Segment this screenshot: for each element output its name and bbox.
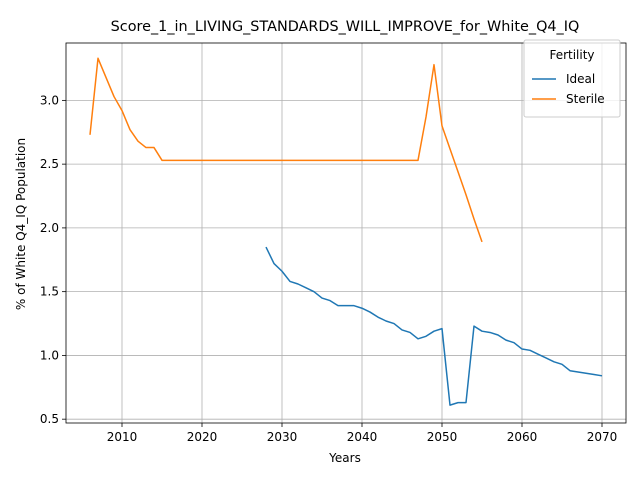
y-axis-ticks: 0.5 1.0 1.5 2.0 2.5 3.0	[40, 93, 66, 426]
x-tick-label: 2070	[587, 430, 618, 444]
legend-items: Ideal Sterile	[532, 72, 605, 106]
x-axis-ticks: 2010 2020 2030 2040 2050 2060 2070	[107, 423, 618, 444]
legend: Fertility Ideal Sterile	[523, 39, 621, 118]
legend-label-ideal: Ideal	[566, 72, 595, 86]
y-tick-label: 1.0	[40, 348, 59, 362]
x-tick-label: 2040	[347, 430, 378, 444]
x-tick-label: 2060	[507, 430, 538, 444]
plot-frame	[65, 42, 627, 424]
x-tick-label: 2050	[427, 430, 458, 444]
y-tick-label: 0.5	[40, 412, 59, 426]
y-tick-label: 2.5	[40, 157, 59, 171]
series-line-ideal	[265, 246, 603, 406]
legend-title: Fertility	[549, 48, 594, 62]
y-tick-label: 3.0	[40, 93, 59, 107]
y-tick-label: 2.0	[40, 221, 59, 235]
y-tick-label: 1.5	[40, 285, 59, 299]
x-axis-label: Years	[328, 451, 361, 465]
y-axis-label: % of White Q4_IQ Population	[14, 138, 28, 310]
series-lines	[89, 57, 603, 406]
x-tick-label: 2030	[267, 430, 298, 444]
legend-box	[523, 39, 621, 118]
x-tick-label: 2010	[107, 430, 138, 444]
series-line-sterile	[89, 57, 483, 243]
x-tick-label: 2020	[187, 430, 218, 444]
chart-title: Score_1_in_LIVING_STANDARDS_WILL_IMPROVE…	[111, 19, 580, 35]
legend-label-sterile: Sterile	[566, 92, 605, 106]
